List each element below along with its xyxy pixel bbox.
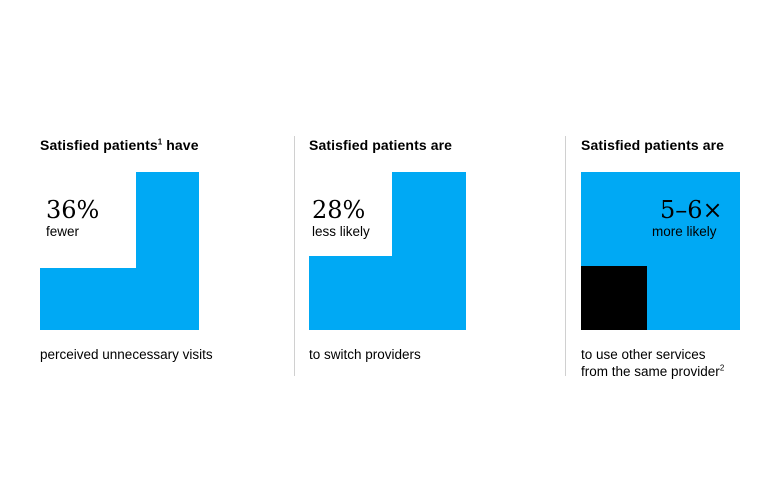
stat-value: 28% <box>312 196 366 224</box>
stat-caption: to use other services from the same prov… <box>581 347 725 379</box>
stat-value: 36% <box>46 196 100 224</box>
stat-value: 5–6× <box>660 196 723 224</box>
stat-panel-unnecessary-visits: Satisfied patients1 have 36% fewer perce… <box>0 0 280 480</box>
stat-caption: to switch providers <box>309 347 421 362</box>
stat-value-label: more likely <box>652 224 717 239</box>
panel-heading: Satisfied patients1 have <box>40 137 199 153</box>
stat-shape-horizontal-bar <box>40 268 199 330</box>
stat-value-label: less likely <box>312 224 370 239</box>
stat-shape-horizontal-bar <box>309 256 466 330</box>
stat-shape-inner-block <box>581 266 647 330</box>
panel-divider <box>294 136 295 376</box>
stat-panel-switch-providers: Satisfied patients are 28% less likely t… <box>309 137 466 362</box>
stat-value-label: fewer <box>46 224 80 239</box>
panel-heading: Satisfied patients are <box>581 137 725 153</box>
panel-heading: Satisfied patients are <box>309 137 453 153</box>
panel-divider <box>565 136 566 376</box>
stat-caption: perceived unnecessary visits <box>40 347 213 362</box>
